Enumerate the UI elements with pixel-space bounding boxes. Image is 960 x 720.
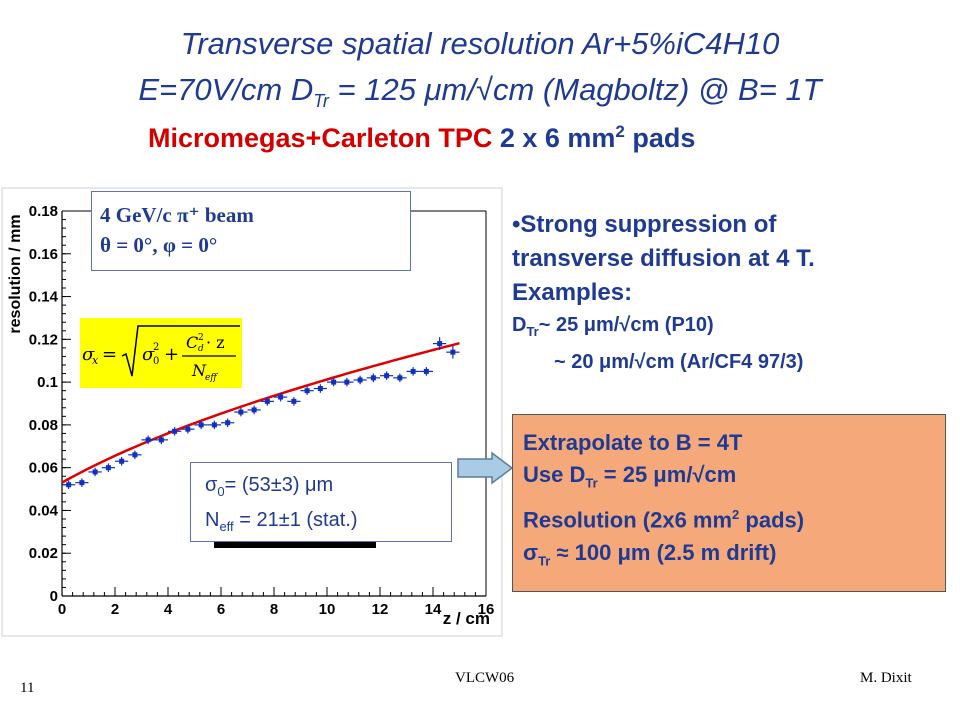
data-point xyxy=(172,428,178,434)
svg-text:2: 2 xyxy=(153,342,159,353)
data-point xyxy=(450,349,456,355)
data-point xyxy=(198,422,204,428)
fit-formula: σ x = σ 0 2 + C 2 d · z N eff xyxy=(80,318,242,388)
svg-text:2: 2 xyxy=(198,333,204,343)
example-arcf4: ~ 20 μm/√cm (Ar/CF4 97/3) xyxy=(554,351,804,373)
data-point xyxy=(397,375,403,381)
x-tick-label: 16 xyxy=(478,601,495,618)
y-tick-label: 0 xyxy=(50,588,58,605)
data-point xyxy=(317,386,323,392)
data-point xyxy=(132,452,138,458)
data-point xyxy=(437,341,443,347)
footer-author: M. Dixit xyxy=(860,670,912,686)
data-point xyxy=(423,368,429,374)
svg-text:x: x xyxy=(92,354,99,367)
extrapolate-line: Use DTr = 25 μm/√cm xyxy=(523,462,737,491)
svg-text:σ: σ xyxy=(82,344,95,365)
y-tick-label: 0.16 xyxy=(29,246,58,263)
data-point xyxy=(119,458,125,464)
y-tick-label: 0.14 xyxy=(29,289,59,306)
svg-text:0: 0 xyxy=(153,356,159,367)
y-tick-label: 0.1 xyxy=(37,374,58,391)
beam-line: 4 GeV/c π⁺ beam xyxy=(100,203,254,227)
data-point xyxy=(158,437,164,443)
svg-text:C: C xyxy=(186,333,198,352)
diffusion-notes: •Strong suppression of transverse diffus… xyxy=(512,208,952,377)
fit-formula-svg: σ x = σ 0 2 + C 2 d · z N eff xyxy=(82,325,240,383)
extrapolate-line: Extrapolate to B = 4T xyxy=(523,430,743,455)
data-point xyxy=(370,375,376,381)
data-point xyxy=(344,379,350,385)
data-point xyxy=(79,480,85,486)
svg-text:d: d xyxy=(198,344,204,354)
data-point xyxy=(92,469,98,475)
svg-text:+: + xyxy=(164,344,179,365)
x-tick-label: 6 xyxy=(217,601,225,618)
data-point xyxy=(278,394,284,400)
fit-curve xyxy=(61,341,460,484)
slide-subtitle: Micromegas+Carleton TPC 2 x 6 mm2 pads xyxy=(148,122,696,153)
data-point xyxy=(251,407,257,413)
svg-text:· z: · z xyxy=(206,333,225,352)
y-tick-label: 0.02 xyxy=(29,545,58,562)
y-tick-label: 0.12 xyxy=(29,331,58,348)
x-axis-label: z / cm xyxy=(443,609,490,628)
data-point xyxy=(211,422,217,428)
fit-result-box: σ0= (53±3) μm Neff = 21±1 (stat.) xyxy=(190,462,452,542)
y-tick-label: 0.04 xyxy=(29,502,59,519)
x-tick-label: 4 xyxy=(164,601,173,618)
svg-text:σ: σ xyxy=(142,344,155,365)
note-line: •Strong suppression of xyxy=(512,211,777,238)
arrow-icon xyxy=(457,451,514,485)
svg-text:eff: eff xyxy=(205,373,218,383)
data-point xyxy=(264,398,270,404)
svg-text:=: = xyxy=(102,344,117,365)
data-point xyxy=(145,437,151,443)
data-point xyxy=(304,388,310,394)
data-point xyxy=(185,426,191,432)
angle-line: θ = 0°, φ = 0° xyxy=(100,233,218,257)
fit-curve-group xyxy=(61,341,460,484)
data-point xyxy=(384,373,390,379)
example-p10: DTr~ 25 μm/√cm (P10) xyxy=(512,314,714,339)
page-number: 11 xyxy=(20,680,35,696)
data-points-group xyxy=(62,337,460,490)
extrapolate-box: Extrapolate to B = 4T Use DTr = 25 μm/√c… xyxy=(512,414,946,592)
x-tick-label: 10 xyxy=(319,601,336,618)
sigma0-result: σ0= (53±3) μm xyxy=(205,474,334,499)
note-line: transverse diffusion at 4 T. xyxy=(512,245,815,272)
y-tick-label: 0.06 xyxy=(29,460,58,477)
y-axis-label: resolution / mm xyxy=(7,214,24,333)
svg-text:N: N xyxy=(191,361,207,380)
data-point xyxy=(105,465,111,471)
data-point xyxy=(238,409,244,415)
extrapolate-line: Resolution (2x6 mm2 pads) xyxy=(523,507,805,533)
data-point xyxy=(291,398,297,404)
x-tick-label: 8 xyxy=(270,601,278,618)
chart-axes: 0 2 4 6 8 10 12 14 16 0 0.02 0.04 0.06 0.08 0.1 0.12 0.1… xyxy=(29,203,495,618)
note-line: Examples: xyxy=(512,279,633,306)
data-point xyxy=(331,379,337,385)
y-tick-label: 0.08 xyxy=(29,417,58,434)
y-tick-label: 0.18 xyxy=(29,203,58,220)
neff-result: Neff = 21±1 (stat.) xyxy=(205,509,358,534)
data-point xyxy=(410,368,416,374)
slide-title-line2: E=70V/cm DTr = 125 μm/√cm (Magboltz) @ B… xyxy=(138,72,822,112)
x-tick-label: 12 xyxy=(372,601,389,618)
data-point xyxy=(225,420,231,426)
extrapolate-line: σTr ≈ 100 μm (2.5 m drift) xyxy=(523,539,777,569)
beam-info-box: 4 GeV/c π⁺ beam θ = 0°, φ = 0° xyxy=(91,191,411,271)
data-point xyxy=(357,377,363,383)
x-tick-label: 2 xyxy=(111,601,119,618)
footer-event: VLCW06 xyxy=(455,670,515,686)
x-tick-label: 14 xyxy=(425,601,442,618)
x-tick-label: 0 xyxy=(58,601,66,618)
data-point xyxy=(66,482,72,488)
slide-title-line1: Transverse spatial resolution Ar+5%iC4H1… xyxy=(180,26,780,61)
